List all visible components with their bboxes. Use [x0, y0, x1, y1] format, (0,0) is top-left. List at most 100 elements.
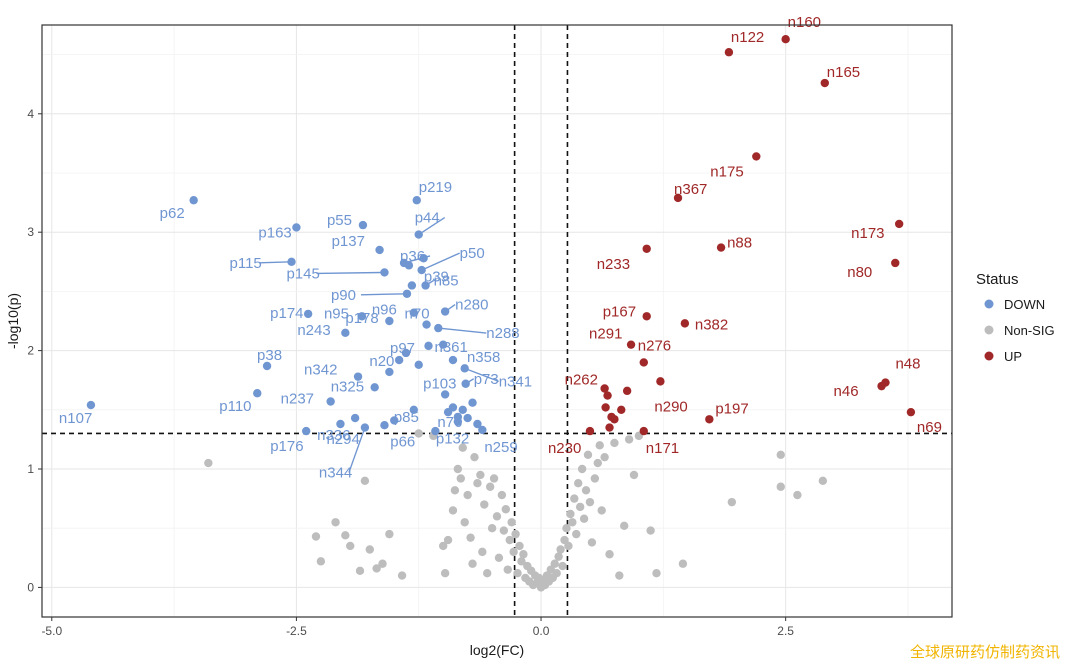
point-label-p176: p176 [270, 438, 303, 455]
point-down [468, 398, 477, 407]
point-down [448, 355, 458, 365]
point-down [431, 426, 440, 436]
y-axis-title: -log10(p) [5, 293, 21, 349]
point-non-sig [505, 535, 514, 545]
point-label-p85: p85 [394, 409, 419, 426]
point-label-p115: p115 [230, 255, 262, 272]
point-down [422, 320, 431, 329]
point-non-sig [552, 568, 561, 578]
point-non-sig [587, 538, 597, 547]
point-non-sig [460, 518, 469, 527]
y-axis-ticks: 0 1 2 3 4 [27, 107, 42, 594]
point-up [906, 407, 916, 417]
point-label-n20: n20 [369, 353, 394, 370]
point-down [341, 328, 350, 338]
point-down [419, 254, 428, 263]
point-non-sig [470, 452, 479, 462]
point-label-p219: p219 [419, 179, 452, 196]
legend-key-down [984, 299, 994, 309]
point-down [473, 419, 482, 429]
point-label-p44: p44 [415, 210, 440, 227]
point-non-sig [515, 541, 524, 551]
point-up [642, 244, 651, 253]
point-down [292, 223, 301, 232]
point-down [326, 397, 335, 406]
label-connector [421, 252, 460, 271]
point-down [407, 281, 417, 290]
point-label-p62: p62 [160, 205, 185, 222]
point-up [601, 403, 610, 412]
x-tick-label: -5.0 [41, 624, 62, 638]
point-non-sig [378, 559, 387, 568]
point-non-sig [511, 529, 520, 539]
point-label-p90: p90 [331, 287, 356, 304]
y-tick-label: 1 [27, 462, 34, 476]
point-non-sig [372, 564, 381, 573]
point-label-n76: n76 [437, 414, 462, 431]
point-non-sig [440, 568, 450, 578]
point-down [86, 400, 96, 410]
point-non-sig [550, 559, 559, 568]
point-up [585, 426, 595, 436]
point-label-n107: n107 [59, 410, 92, 427]
point-label-p36: p36 [400, 248, 425, 265]
point-label-n290: n290 [654, 398, 687, 415]
legend-label-up: UP [1004, 349, 1022, 364]
point-non-sig [468, 559, 477, 568]
point-label-n367: n367 [674, 181, 707, 198]
point-non-sig [629, 470, 639, 480]
point-non-sig [624, 435, 634, 444]
point-non-sig [560, 535, 569, 545]
point-label-n88: n88 [727, 235, 752, 252]
point-up [617, 405, 626, 414]
point-label-n262: n262 [565, 371, 598, 388]
point-non-sig [577, 464, 587, 474]
point-label-p103: p103 [423, 375, 456, 392]
point-label-n122: n122 [731, 29, 764, 46]
point-label-p73: p73 [474, 371, 499, 388]
label-connector [418, 216, 446, 236]
point-non-sig [793, 490, 802, 500]
point-non-sig [341, 531, 350, 540]
point-label-p132: p132 [436, 431, 469, 448]
point-down [357, 312, 367, 321]
point-down [463, 413, 472, 423]
y-tick-label: 4 [27, 107, 34, 121]
point-down [380, 268, 389, 277]
point-non-sig [507, 518, 516, 527]
point-non-sig [581, 486, 591, 495]
point-up [642, 312, 651, 321]
point-label-n46: n46 [834, 383, 859, 400]
point-non-sig [204, 458, 213, 468]
point-label-n70: n70 [405, 306, 430, 323]
point-non-sig [818, 476, 828, 486]
point-non-sig [579, 514, 589, 523]
point-label-n336: n336 [317, 427, 350, 444]
point-up [626, 340, 636, 349]
point-down [336, 419, 345, 429]
point-up [705, 415, 714, 424]
point-label-n342: n342 [304, 362, 337, 379]
point-non-sig [456, 474, 465, 483]
point-down [353, 372, 363, 381]
point-label-n230: n230 [548, 440, 581, 457]
point-down [424, 341, 433, 351]
point-label-n160: n160 [788, 14, 821, 31]
point-non-sig [489, 474, 499, 483]
point-non-sig [678, 559, 688, 568]
point-down [189, 196, 198, 205]
label-connector [348, 427, 366, 473]
y-tick-label: 3 [27, 225, 34, 239]
point-down [401, 348, 411, 358]
point-down [358, 220, 368, 230]
point-label-p174: p174 [270, 305, 303, 322]
point-down [360, 423, 370, 432]
point-non-sig [583, 450, 593, 459]
label-connector [316, 271, 385, 275]
point-non-sig [311, 532, 321, 541]
point-down [370, 383, 379, 392]
legend-key-non-sig [984, 325, 994, 335]
x-tick-label: 0.0 [533, 624, 550, 638]
point-label-n85: n85 [434, 272, 459, 289]
